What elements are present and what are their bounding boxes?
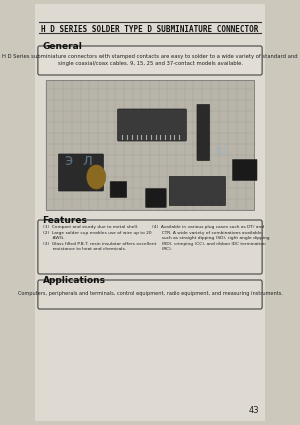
Text: э  л: э л xyxy=(65,153,93,167)
Text: (4)  Available in various plug cases such as DT/ and
       CTR. A wide variety : (4) Available in various plug cases such… xyxy=(152,225,270,251)
Text: H D SERIES SOLDER TYPE D SUBMINIATURE CONNECTOR: H D SERIES SOLDER TYPE D SUBMINIATURE CO… xyxy=(41,25,259,34)
Text: ru: ru xyxy=(214,144,228,156)
FancyBboxPatch shape xyxy=(38,46,262,75)
Text: Features: Features xyxy=(43,216,88,225)
Text: Applications: Applications xyxy=(43,276,106,285)
FancyBboxPatch shape xyxy=(58,154,104,191)
Circle shape xyxy=(87,165,106,189)
Text: Computers, peripherals and terminals, control equipment, radio equipment, and me: Computers, peripherals and terminals, co… xyxy=(18,292,282,297)
FancyBboxPatch shape xyxy=(38,220,262,274)
FancyBboxPatch shape xyxy=(146,189,166,207)
FancyBboxPatch shape xyxy=(35,4,265,421)
FancyBboxPatch shape xyxy=(197,105,210,161)
FancyBboxPatch shape xyxy=(46,80,254,210)
FancyBboxPatch shape xyxy=(110,181,127,198)
Text: (1)  Compact and sturdy due to metal shell.
(2)  Large solder cup enables use of: (1) Compact and sturdy due to metal shel… xyxy=(43,225,156,251)
FancyBboxPatch shape xyxy=(38,280,262,309)
FancyBboxPatch shape xyxy=(169,176,225,206)
FancyBboxPatch shape xyxy=(232,159,257,181)
Text: General: General xyxy=(43,42,82,51)
Text: H D Series subminiature connectors with stamped contacts are easy to solder to a: H D Series subminiature connectors with … xyxy=(2,54,298,66)
Text: 43: 43 xyxy=(248,406,259,415)
FancyBboxPatch shape xyxy=(118,109,186,141)
